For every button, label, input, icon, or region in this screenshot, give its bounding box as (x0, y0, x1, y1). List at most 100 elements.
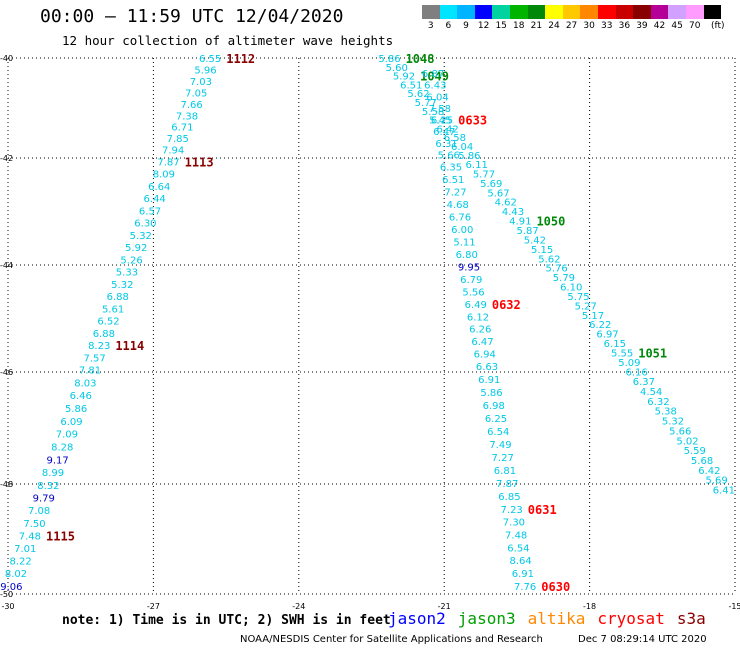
color-scale-label: 70 (688, 21, 701, 31)
swh-value-label: 7.49 (489, 440, 511, 451)
swh-value-label: 6.64 (148, 182, 170, 193)
swh-value-label: 6.76 (449, 213, 471, 224)
color-scale-bar (422, 5, 722, 19)
swh-value-label: 7.27 (444, 188, 466, 199)
color-scale-label: 15 (495, 21, 507, 31)
swh-value-label: 6.46 (70, 391, 92, 402)
legend-altika: altika (527, 609, 586, 628)
swh-value-label: 5.02 (676, 436, 698, 447)
color-swatch (685, 5, 704, 19)
swh-value-label: 6.98 (483, 401, 505, 412)
swh-value-label: 6.30 (134, 219, 156, 230)
swh-value-label: 9.79 (33, 494, 55, 505)
color-swatch (580, 5, 598, 19)
swh-value-label: 5.66 (669, 426, 691, 437)
swh-value-label: 6.54 (487, 427, 509, 438)
swh-value-label: 6.97 (596, 330, 618, 341)
color-swatch (650, 5, 669, 19)
map-subtitle: 12 hour collection of altimeter wave hei… (62, 33, 394, 48)
swh-value-label: 6.41 (713, 486, 735, 497)
swh-value-label: 6.79 (460, 275, 482, 286)
swh-value-label: 6.47 (471, 337, 493, 348)
swh-value-label: 5.56 (462, 287, 484, 298)
color-scale-labels: 3 6 9 12 15 18 21 24 27 30 33 36 39 42 45 70 (422, 21, 704, 33)
swh-value-label: 5.66 (438, 151, 460, 162)
swh-value-label: 5.75 (567, 292, 589, 303)
map-title: 00:00 – 11:59 UTC 12/04/2020 (40, 6, 344, 27)
swh-value-label: 5.59 (684, 446, 706, 457)
swh-value-label: 5.58 (422, 107, 444, 118)
swh-value-label: 5.60 (386, 63, 408, 74)
color-swatch (509, 5, 528, 19)
color-scale-label: 30 (583, 21, 595, 31)
swh-value-label: 6.44 (144, 194, 166, 205)
swh-value-label: 5.69 (480, 179, 502, 190)
longitude-tick-label: -21 (438, 602, 451, 611)
swh-value-label: 7.87 (496, 479, 518, 490)
swh-value-label: 6.52 (97, 317, 119, 328)
color-swatch (668, 5, 686, 19)
swh-value-label: 4.43 (502, 207, 524, 218)
swh-value-label: 6.09 (60, 417, 82, 428)
longitude-tick-label: -30 (1, 602, 14, 611)
swh-value-label: 5.87 (516, 226, 538, 237)
swh-value-label: 5.42 (524, 235, 546, 246)
legend-cryosat: cryosat (597, 609, 665, 628)
pass-time-label: 1115 (46, 529, 75, 543)
pass-time-label: 1051 (638, 346, 667, 360)
swh-value-label: 5.76 (546, 264, 568, 275)
swh-value-label: 8.03 (74, 378, 96, 389)
swh-value-label: 5.79 (553, 273, 575, 284)
swh-value-label: 6.31 (435, 139, 457, 150)
pass-time-label: 1114 (115, 339, 144, 353)
swh-value-label: 8.64 (510, 556, 532, 567)
color-scale-label: 12 (477, 21, 490, 31)
swh-value-label: 6.16 (625, 367, 647, 378)
pass-time-label: 1049 (420, 70, 449, 84)
pass-time-label: 1113 (185, 155, 214, 169)
swh-value-label: 5.55 (611, 348, 633, 359)
swh-value-label: 6.04 (426, 92, 448, 103)
swh-value-label: 5.86 (65, 404, 87, 415)
swh-value-label: 6.54 (507, 543, 529, 554)
color-scale-label: 18 (513, 21, 525, 31)
swh-value-label: 6.85 (498, 492, 520, 503)
swh-value-label: 5.33 (116, 268, 138, 279)
swh-value-label: 9.95 (458, 262, 480, 273)
credit-line: NOAA/NESDIS Center for Satellite Applica… (240, 634, 543, 645)
latitude-tick-label: -50 (0, 590, 13, 599)
swh-value-label: 7.85 (167, 134, 189, 145)
longitude-tick-label: -27 (147, 602, 160, 611)
swh-value-label: 6.49 (465, 300, 487, 311)
generated-timestamp: Dec 7 08:29:14 UTC 2020 (578, 634, 707, 645)
swh-value-label: 6.12 (467, 312, 489, 323)
swh-value-label: 7.05 (185, 88, 207, 99)
color-swatch (545, 5, 563, 19)
swh-value-label: 5.86 (378, 54, 400, 65)
swh-value-label: 6.71 (171, 123, 193, 134)
swh-value-label: 6.81 (494, 466, 516, 477)
swh-value-label: 4.62 (495, 198, 517, 209)
swh-value-label: 7.94 (162, 146, 184, 157)
longitude-tick-label: -18 (583, 602, 596, 611)
swh-value-label: 5.32 (662, 417, 684, 428)
swh-value-label: 5.32 (130, 231, 152, 242)
swh-value-label: 5.86 (480, 388, 502, 399)
swh-value-label: 7.58 (429, 104, 451, 115)
swh-value-label: 5.45 (429, 116, 451, 127)
color-scale-label: 3 (427, 21, 434, 31)
swh-value-label: 8.32 (37, 481, 59, 492)
swh-value-label: 6.43 (424, 81, 446, 92)
color-scale-label: 27 (565, 21, 578, 31)
color-scale-label: 9 (463, 21, 469, 31)
swh-value-label: 6.22 (589, 320, 611, 331)
swh-value-label: 7.30 (503, 518, 525, 529)
swh-value-label: 7.48 (505, 531, 527, 542)
swh-value-label: 5.92 (393, 72, 415, 83)
swh-value-label: 7.08 (28, 506, 50, 517)
swh-value-label: 7.48 (19, 531, 41, 542)
swh-value-label: 5.77 (415, 98, 437, 109)
color-scale-label: 33 (601, 21, 613, 31)
swh-value-label: 5.62 (407, 89, 429, 100)
swh-value-label: 8.09 (153, 170, 175, 181)
